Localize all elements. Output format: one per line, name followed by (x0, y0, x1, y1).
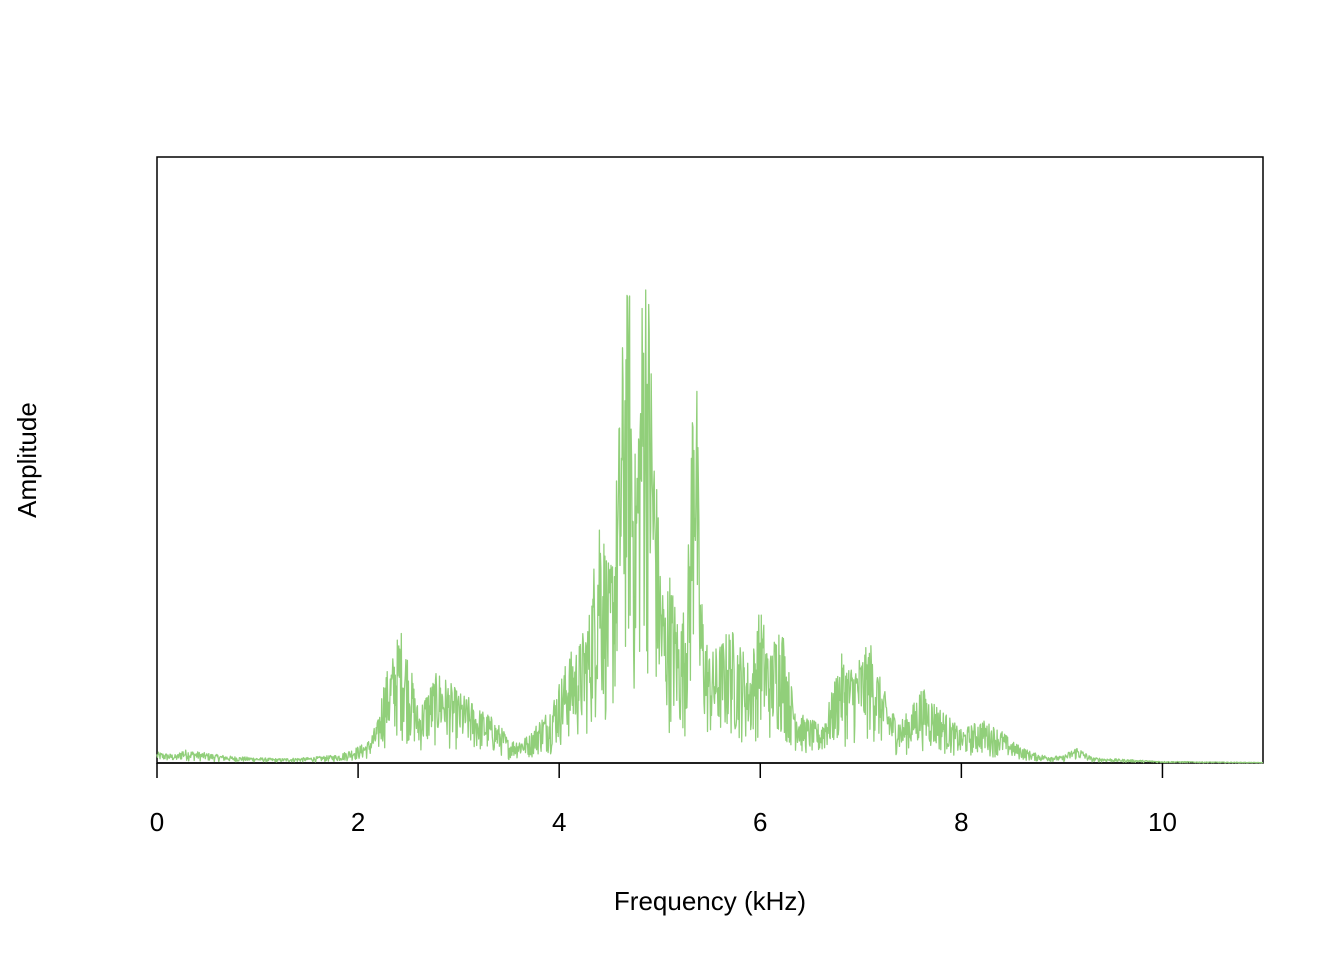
x-axis-label: Frequency (kHz) (614, 886, 806, 916)
spectrum-series-line (156, 289, 1264, 764)
x-tick-label: 2 (351, 807, 365, 837)
x-axis: 0 2 4 6 8 10 (150, 762, 1177, 837)
x-tick-label: 10 (1148, 807, 1177, 837)
y-axis-label: Amplitude (12, 402, 42, 518)
x-tick-label: 0 (150, 807, 164, 837)
x-tick-label: 6 (753, 807, 767, 837)
x-tick-label: 8 (954, 807, 968, 837)
x-tick-label: 4 (552, 807, 566, 837)
